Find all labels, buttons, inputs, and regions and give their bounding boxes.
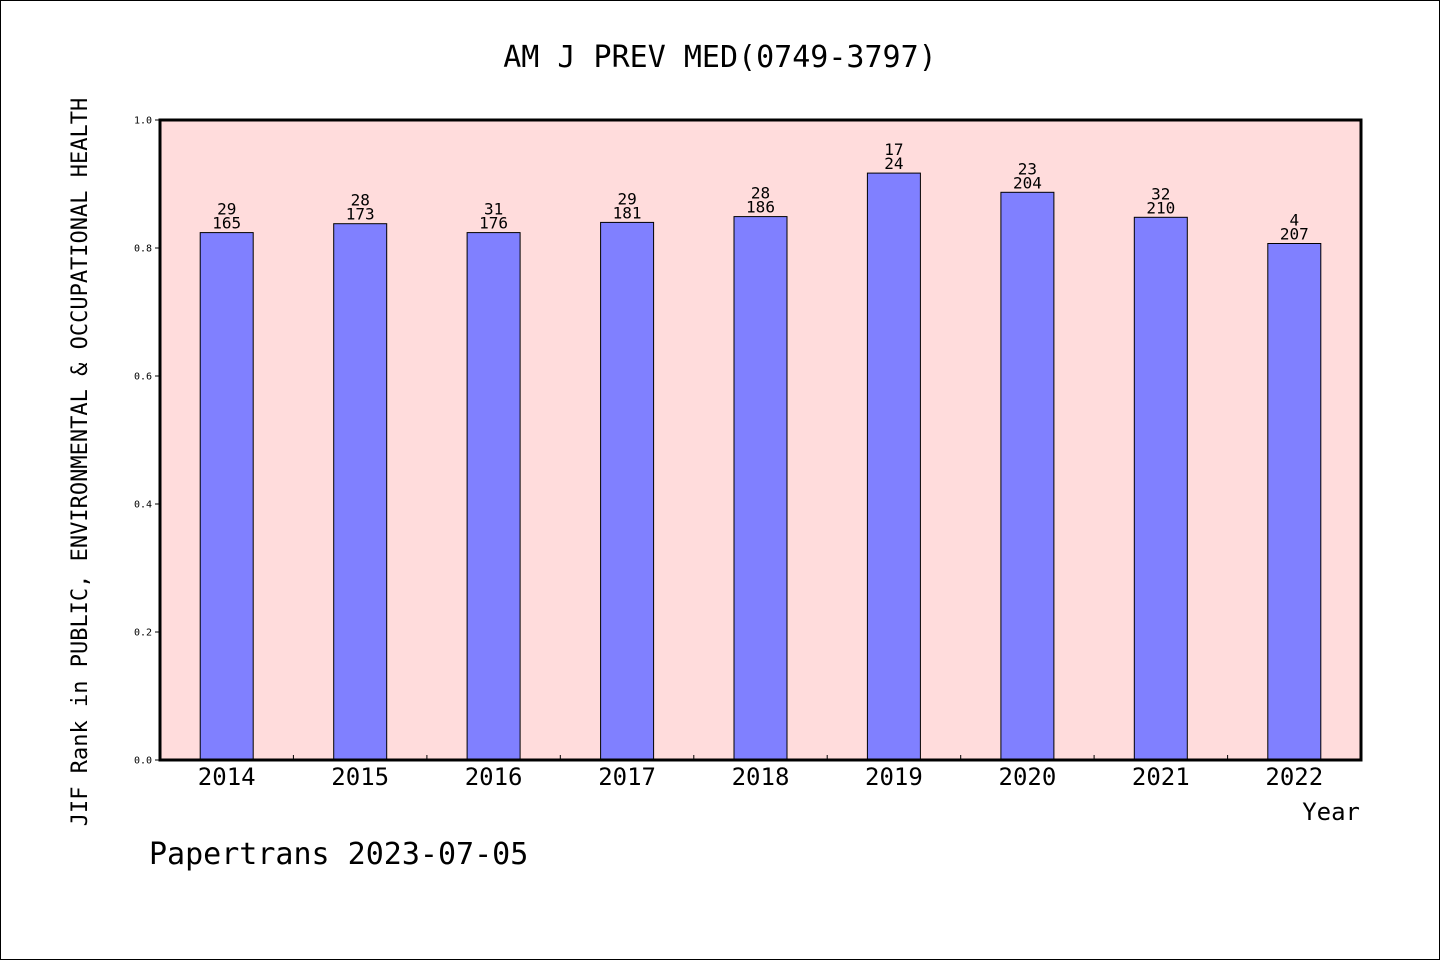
bar-total-label: 181 — [613, 203, 642, 222]
bar-rank-label: 29 — [617, 189, 636, 208]
y-tick-label: 0.0 — [134, 756, 152, 767]
bar-total-label: 186 — [746, 198, 775, 217]
bar-rank-label: 23 — [1018, 159, 1037, 178]
bar-2020 — [1000, 191, 1055, 761]
x-tick-label: 2015 — [331, 763, 389, 791]
bar-2015 — [333, 223, 388, 761]
y-tick-label: 0.6 — [134, 372, 152, 383]
bar-2021 — [1133, 216, 1188, 761]
x-tick-label: 2022 — [1265, 763, 1323, 791]
bar-rank-label: 28 — [751, 184, 770, 203]
bar-2017 — [600, 221, 655, 761]
bar-total-label: 165 — [212, 214, 241, 233]
x-tick-label: 2020 — [999, 763, 1057, 791]
x-tick-label: 2019 — [865, 763, 923, 791]
bar-total-label: 204 — [1013, 173, 1042, 192]
x-tick-label: 2021 — [1132, 763, 1190, 791]
axis-ticks-group: 2014 2015 2016 2017 2018 2019 2020 2021 2022 0.0 0… — [134, 116, 1323, 792]
y-tick-label: 0.2 — [134, 628, 152, 639]
x-tick-label: 2014 — [198, 763, 256, 791]
x-tick-label: 2016 — [465, 763, 523, 791]
bar-total-label: 176 — [479, 214, 508, 233]
bar-2018 — [733, 216, 788, 761]
bar-rank-label: 32 — [1151, 184, 1170, 203]
bar-rank-label: 4 — [1289, 211, 1299, 230]
x-axis-label: Year — [1302, 798, 1360, 826]
bar-rank-label: 28 — [351, 191, 370, 210]
bar-rank-label: 17 — [884, 140, 903, 159]
bar-rank-label: 29 — [217, 200, 236, 219]
bar-2022 — [1267, 243, 1322, 761]
bar-total-label: 173 — [346, 205, 375, 224]
bar-rank-label: 31 — [484, 200, 503, 219]
plot-border — [158, 118, 1363, 762]
chart-title: AM J PREV MED(0749-3797) — [503, 40, 936, 75]
y-tick-label: 0.4 — [134, 500, 152, 511]
y-axis-label: JIF Rank in PUBLIC, ENVIRONMENTAL & OCCU… — [68, 98, 93, 826]
watermark-text: Papertrans 2023-07-05 — [149, 837, 528, 872]
bar-2019 — [866, 172, 921, 761]
bar-2014 — [199, 232, 254, 761]
bar-total-label: 207 — [1280, 225, 1309, 244]
x-tick-label: 2017 — [598, 763, 656, 791]
bar-total-label: 24 — [884, 154, 903, 173]
bar-total-label: 210 — [1146, 198, 1175, 217]
x-tick-label: 2018 — [732, 763, 790, 791]
y-tick-label: 1.0 — [134, 116, 152, 127]
bar-2016 — [466, 232, 521, 761]
y-tick-label: 0.8 — [134, 244, 152, 255]
